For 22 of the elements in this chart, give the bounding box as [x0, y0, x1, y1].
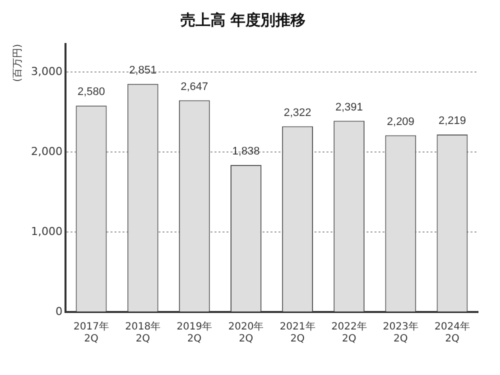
y-tick-label: 0	[55, 304, 62, 318]
data-label: 2,647	[180, 80, 208, 93]
x-tick-label: 2017年 2Q	[74, 320, 109, 345]
x-tick-label: 2024年 2Q	[434, 320, 470, 345]
data-label: 2,209	[386, 116, 414, 128]
data-label: 2,322	[284, 106, 312, 119]
x-tick-label: 2018年 2Q	[125, 320, 161, 345]
x-tick-label: 2019年 2Q	[176, 320, 212, 345]
y-tick-label: 2,000	[30, 144, 62, 158]
data-label: 2,391	[335, 101, 363, 114]
x-tick-label: 2022年 2Q	[331, 320, 367, 345]
y-tick-label: 1,000	[30, 224, 62, 238]
x-tick-label: 2020年 2Q	[228, 320, 264, 345]
data-label: 2,219	[438, 115, 466, 128]
data-label: 1,838	[232, 145, 260, 158]
data-label: 2,580	[78, 86, 106, 98]
x-tick-label: 2021年 2Q	[280, 320, 316, 345]
data-label: 2,851	[129, 64, 157, 76]
y-tick-label: 3,000	[30, 64, 62, 78]
y-axis-title: (百万円)	[12, 44, 24, 82]
x-tick-label: 2023年 2Q	[382, 320, 418, 345]
chart-title: 売上高 年度別推移	[180, 10, 306, 29]
